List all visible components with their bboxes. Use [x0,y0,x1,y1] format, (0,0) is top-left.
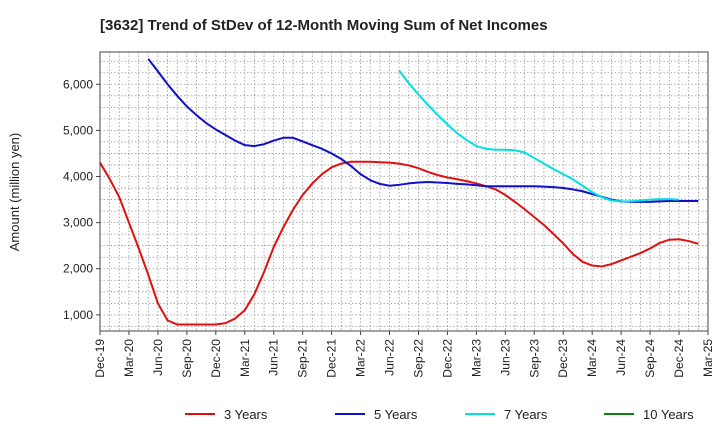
y-tick-label: 5,000 [63,123,93,137]
x-tick-label: Jun-22 [383,339,397,376]
x-tick-label: Jun-23 [498,339,512,376]
x-axis: Dec-19 Mar-20 Jun-20 Sep-20 Dec-20 Mar-21 Jun-… [93,331,715,378]
x-tick-label: Jun-21 [267,339,281,376]
y-axis-label: Amount (million yen) [7,133,22,252]
x-tick-label: Mar-21 [238,339,252,377]
grid [100,52,708,331]
x-tick-label: Sep-21 [296,339,310,378]
x-tick-label: Mar-23 [469,339,483,377]
y-axis: 1,000 2,000 3,000 4,000 5,000 6,000 [63,77,100,322]
x-tick-label: Jun-20 [151,339,165,376]
legend-label: 5 Years [374,407,418,422]
legend-label: 3 Years [224,407,268,422]
x-tick-label: Mar-20 [122,339,136,377]
x-tick-label: Mar-22 [354,339,368,377]
x-tick-label: Dec-20 [209,339,223,378]
x-tick-label: Dec-21 [325,339,339,378]
x-tick-label: Mar-25 [701,339,715,377]
legend-label: 10 Years [643,407,694,422]
x-tick-label: Sep-24 [643,339,657,378]
y-tick-label: 1,000 [63,308,93,322]
x-tick-label: Mar-24 [585,339,599,377]
series-layer [99,58,699,326]
x-tick-label: Sep-23 [527,339,541,378]
y-tick-label: 3,000 [63,216,93,230]
x-tick-label: Dec-24 [672,339,686,378]
y-tick-label: 2,000 [63,262,93,276]
series-line-7-years [398,69,680,203]
x-tick-label: Dec-19 [93,339,107,378]
legend-label: 7 Years [504,407,548,422]
x-tick-label: Dec-23 [556,339,570,378]
y-tick-label: 4,000 [63,170,93,184]
x-tick-label: Jun-24 [614,339,628,376]
x-tick-label: Dec-22 [440,339,454,378]
x-tick-label: Sep-22 [411,339,425,378]
x-tick-label: Sep-20 [180,339,194,378]
legend: 3 Years 5 Years 7 Years 10 Years [185,407,694,422]
y-tick-label: 6,000 [63,77,93,91]
series-line-3-years [99,160,699,326]
plot-frame [99,51,709,332]
chart-title: [3632] Trend of StDev of 12-Month Moving… [100,17,548,34]
